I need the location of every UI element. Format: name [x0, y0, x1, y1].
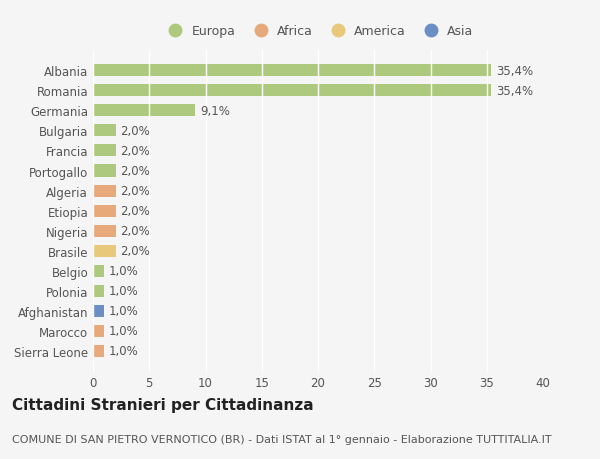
Bar — [93, 85, 491, 97]
Text: 2,0%: 2,0% — [120, 165, 150, 178]
Text: 1,0%: 1,0% — [109, 345, 139, 358]
Text: 9,1%: 9,1% — [200, 105, 230, 118]
Text: 2,0%: 2,0% — [120, 224, 150, 238]
Text: 1,0%: 1,0% — [109, 325, 139, 338]
Bar — [93, 185, 115, 197]
Bar — [93, 245, 115, 257]
Bar — [93, 105, 196, 117]
Text: 1,0%: 1,0% — [109, 285, 139, 297]
Bar — [93, 325, 104, 337]
Text: 2,0%: 2,0% — [120, 245, 150, 257]
Text: 35,4%: 35,4% — [496, 65, 533, 78]
Bar — [93, 165, 115, 177]
Bar — [93, 125, 115, 137]
Bar — [93, 205, 115, 217]
Text: 1,0%: 1,0% — [109, 305, 139, 318]
Text: 35,4%: 35,4% — [496, 84, 533, 98]
Bar — [93, 305, 104, 317]
Text: 2,0%: 2,0% — [120, 145, 150, 157]
Legend: Europa, Africa, America, Asia: Europa, Africa, America, Asia — [163, 25, 473, 38]
Bar — [93, 285, 104, 297]
Bar — [93, 65, 491, 77]
Bar — [93, 345, 104, 357]
Text: 2,0%: 2,0% — [120, 125, 150, 138]
Text: 1,0%: 1,0% — [109, 265, 139, 278]
Text: 2,0%: 2,0% — [120, 205, 150, 218]
Bar — [93, 265, 104, 277]
Text: COMUNE DI SAN PIETRO VERNOTICO (BR) - Dati ISTAT al 1° gennaio - Elaborazione TU: COMUNE DI SAN PIETRO VERNOTICO (BR) - Da… — [12, 434, 551, 444]
Text: 2,0%: 2,0% — [120, 185, 150, 198]
Bar — [93, 145, 115, 157]
Bar — [93, 225, 115, 237]
Text: Cittadini Stranieri per Cittadinanza: Cittadini Stranieri per Cittadinanza — [12, 397, 314, 412]
